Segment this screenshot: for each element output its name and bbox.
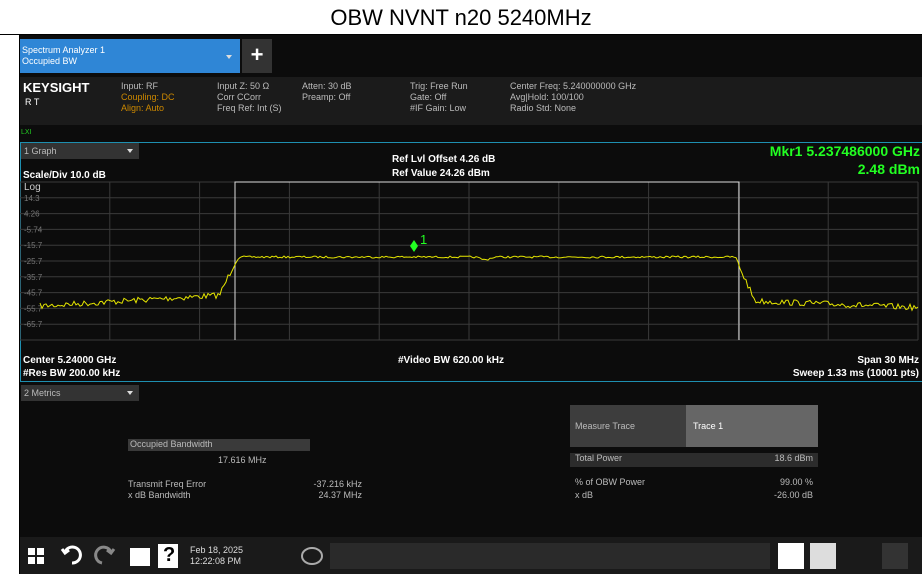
y-label: -65.7 — [24, 320, 43, 329]
y-label: -15.7 — [24, 241, 43, 250]
table-value: 18.6 dBm — [774, 453, 813, 463]
res-bw: #Res BW 200.00 kHz — [23, 368, 121, 379]
trace — [39, 255, 919, 312]
screenshot: Spectrum Analyzer 1 Occupied BW + KEYSIG… — [19, 35, 922, 574]
tab-mode: Occupied BW — [22, 56, 78, 66]
taskbar-icons — [28, 543, 908, 569]
header-field: Preamp: Off — [302, 92, 351, 102]
marker-label: 1 — [420, 232, 427, 247]
tfe-label: Transmit Freq Error — [128, 479, 207, 489]
tab-name: Spectrum Analyzer 1 — [22, 45, 106, 55]
header-field: Radio Std: None — [510, 103, 577, 113]
undo-icon[interactable] — [60, 545, 82, 565]
y-label: -35.7 — [24, 273, 43, 282]
dropdown-arrow — [127, 391, 133, 395]
table-label: Total Power — [575, 453, 623, 463]
header-field: Corr CCorr — [217, 92, 261, 102]
metrics-selector[interactable]: 2 Metrics — [21, 385, 139, 401]
trace-box — [686, 405, 818, 447]
table-row-bg — [570, 453, 818, 467]
scale-div: Scale/Div 10.0 dB — [23, 170, 106, 181]
lxi: LXI — [21, 129, 32, 136]
table-value: Trace 1 — [693, 421, 724, 431]
y-label: -5.74 — [24, 225, 43, 234]
header-field: Coupling: DC — [121, 92, 175, 102]
help-text: ? — [163, 544, 176, 566]
status: R T — [25, 97, 40, 107]
add-tab[interactable]: + — [242, 39, 272, 73]
graph-window-label: 1 Graph — [24, 146, 57, 156]
page-title: OBW NVNT n20 5240MHz — [0, 0, 922, 35]
obw-label: Occupied Bandwidth — [128, 439, 310, 451]
y-label: -45.7 — [24, 289, 43, 298]
table-label: Measure Trace — [575, 421, 636, 431]
obw-bracket — [234, 181, 740, 340]
marker-level: 2.48 dBm — [857, 161, 920, 177]
y-label: 14.3 — [24, 194, 40, 203]
start-icon[interactable] — [28, 548, 44, 564]
header-field: Avg|Hold: 100/100 — [510, 92, 584, 102]
y-label: -55.7 — [24, 304, 43, 313]
header-field: Trig: Free Run — [410, 81, 468, 91]
log-label: Log — [24, 182, 41, 193]
taskbar: ? Feb 18, 2025 12:22:08 PM — [20, 537, 922, 574]
header-field: Gate: Off — [410, 92, 447, 102]
taskbar-space — [330, 543, 770, 569]
tfe-value: -37.216 kHz — [313, 479, 362, 489]
sweep: Sweep 1.33 ms (10001 pts) — [792, 368, 919, 379]
table-value: -26.00 dB — [773, 490, 813, 500]
touch-icon[interactable] — [810, 543, 836, 569]
y-label: -25.7 — [24, 257, 43, 266]
header-field: Input Z: 50 Ω — [217, 81, 270, 91]
date: Feb 18, 2025 — [190, 545, 244, 555]
ref-offset: Ref Lvl Offset 4.26 dB — [392, 154, 496, 165]
header-field: Freq Ref: Int (S) — [217, 103, 282, 113]
chat-icon[interactable] — [301, 547, 323, 565]
marker-freq: Mkr1 5.237486000 GHz — [769, 143, 920, 159]
header-field: Align: Auto — [121, 103, 165, 113]
header-field: Input: RF — [121, 81, 159, 91]
redo-icon[interactable] — [94, 545, 116, 565]
xdb-bw-value: 24.37 MHz — [318, 490, 362, 500]
obw-value: 17.616 MHz — [218, 455, 267, 465]
header-field: #IF Gain: Low — [410, 103, 467, 113]
y-label: 4.26 — [24, 210, 40, 219]
center-freq: Center 5.24000 GHz — [23, 355, 117, 366]
info-header — [20, 77, 922, 125]
table-value: 99.00 % — [779, 477, 813, 487]
help-icon[interactable] — [158, 544, 178, 568]
video-bw: #Video BW 620.00 kHz — [398, 355, 504, 366]
time: 12:22:08 PM — [190, 556, 242, 566]
graph-selector[interactable]: 1 Graph — [21, 143, 139, 159]
brand: KEYSIGHT — [23, 80, 90, 95]
folder-icon[interactable] — [130, 548, 150, 566]
header-field: Center Freq: 5.240000000 GHz — [510, 81, 637, 91]
dropdown-arrow — [127, 149, 133, 153]
header-field: Atten: 30 dB — [302, 81, 352, 91]
marker — [410, 240, 418, 252]
xdb-bw-label: x dB Bandwidth — [128, 490, 191, 500]
fullscreen-icon[interactable] — [882, 543, 908, 569]
ref-value: Ref Value 24.26 dBm — [392, 168, 490, 179]
dropdown-arrow — [226, 55, 232, 59]
span: Span 30 MHz — [857, 355, 919, 366]
metrics-window-label: 2 Metrics — [24, 388, 61, 398]
table-label: % of OBW Power — [575, 477, 646, 487]
table-label: x dB — [575, 490, 594, 500]
keyboard-icon[interactable] — [778, 543, 804, 569]
tab[interactable]: Spectrum Analyzer 1 Occupied BW — [20, 39, 240, 73]
